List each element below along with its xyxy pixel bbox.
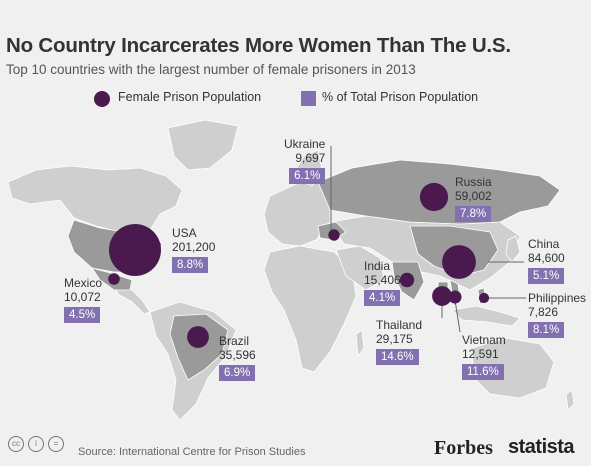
attribution-icon: i: [28, 436, 44, 452]
label-india-value: 15,406: [364, 273, 401, 287]
label-thailand-pct: 14.6%: [376, 349, 419, 365]
bubble-usa: [109, 224, 161, 276]
land-greenland: [167, 119, 239, 171]
legend-pct-icon: [301, 91, 316, 106]
label-mexico-value: 10,072: [64, 290, 101, 304]
label-mexico: Mexico 10,072 4.5%: [64, 276, 102, 323]
label-ukraine-pct: 6.1%: [289, 168, 326, 184]
label-thailand-value: 29,175: [376, 332, 413, 346]
label-ukraine-name: Ukraine: [284, 137, 326, 151]
label-vietnam-value: 12,591: [462, 347, 499, 361]
label-vietnam-pct: 11.6%: [462, 364, 504, 380]
label-russia-pct: 7.8%: [455, 206, 492, 222]
label-philippines-name: Philippines: [528, 291, 587, 305]
label-vietnam: Vietnam 12,591 11.6%: [462, 333, 506, 380]
bubble-vietnam: [448, 290, 462, 304]
land-indonesia: [451, 305, 521, 327]
bubble-russia: [419, 182, 449, 212]
label-china-name: China: [528, 237, 560, 251]
land-madagascar: [355, 329, 365, 358]
label-brazil-name: Brazil: [219, 334, 250, 348]
label-usa-value: 201,200: [172, 240, 216, 254]
label-china: China 84,600 5.1%: [528, 237, 565, 284]
label-mexico-name: Mexico: [64, 276, 103, 290]
label-vietnam-name: Vietnam: [462, 333, 506, 347]
legend-bubble-icon: [94, 91, 110, 107]
legend-item-bubble: Female Prison Population: [118, 90, 261, 104]
bubble-philippines: [478, 292, 490, 304]
label-brazil-pct: 6.9%: [219, 365, 256, 381]
label-philippines-pct: 8.1%: [528, 322, 565, 338]
label-india-name: India: [364, 259, 391, 273]
bubble-brazil: [187, 326, 209, 348]
label-brazil-value: 35,596: [219, 348, 256, 362]
label-ukraine: Ukraine 9,697 6.1%: [284, 137, 326, 184]
label-thailand-name: Thailand: [376, 318, 423, 332]
label-russia: Russia 59,002 7.8%: [455, 175, 492, 222]
label-philippines: Philippines 7,826 8.1%: [528, 291, 588, 338]
land-australia: [471, 337, 555, 399]
bubble-ukraine: [328, 229, 340, 241]
statista-logo: statista: [508, 436, 575, 458]
legend-item-pct: % of Total Prison Population: [322, 90, 478, 104]
label-russia-name: Russia: [455, 175, 492, 189]
chart-subtitle: Top 10 countries with the largest number…: [6, 62, 416, 77]
land-new-zealand: [565, 389, 575, 411]
label-usa: USA 201,200 8.8%: [172, 226, 215, 273]
label-philippines-value: 7,826: [528, 305, 559, 319]
label-china-value: 84,600: [528, 251, 565, 265]
label-brazil: Brazil 35,596 6.9%: [219, 334, 256, 381]
no-derivatives-icon: =: [48, 436, 64, 452]
source-note: Source: International Centre for Prison …: [78, 446, 306, 458]
label-india: India 15,406 4.1%: [364, 259, 401, 306]
label-thailand: Thailand 29,175 14.6%: [376, 318, 422, 365]
leader-line-vietnam: [454, 299, 461, 333]
label-russia-value: 59,002: [455, 189, 492, 203]
forbes-logo: Forbes: [434, 437, 493, 459]
land-africa: [263, 245, 357, 373]
land-japan: [505, 235, 521, 263]
bubble-thailand: [432, 286, 452, 306]
chart-title: No Country Incarcerates More Women Than …: [6, 34, 511, 57]
label-usa-pct: 8.8%: [172, 257, 209, 273]
bubble-mexico: [108, 273, 120, 285]
label-ukraine-value: 9,697: [295, 151, 326, 165]
label-mexico-pct: 4.5%: [64, 307, 101, 323]
legend-pct-label: % of Total Prison Population: [322, 90, 479, 104]
label-india-pct: 4.1%: [364, 290, 401, 306]
bubble-india: [399, 272, 415, 288]
bubble-china: [442, 245, 476, 279]
land-north-america: [7, 165, 183, 233]
label-china-pct: 5.1%: [528, 268, 565, 284]
label-usa-name: USA: [172, 226, 197, 240]
legend-bubble-label: Female Prison Population: [118, 90, 262, 104]
cc-license-icon: cc: [8, 436, 24, 452]
